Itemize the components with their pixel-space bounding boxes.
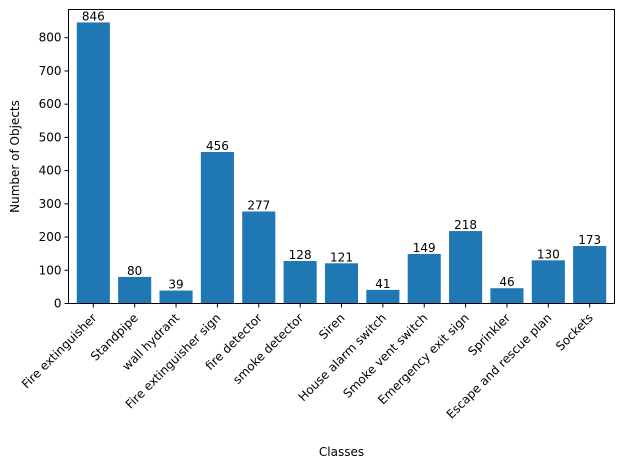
bar [449,231,483,304]
bar-value-label: 218 [454,218,477,232]
y-tick-label: 400 [39,164,62,178]
bar-value-label: 130 [537,247,560,261]
bar [76,22,110,304]
bar-value-label: 149 [413,241,436,255]
bar [159,290,193,304]
y-axis-ticks: 0 100 200 300 400 500 600 700 800 [39,31,69,311]
bar-value-label: 128 [289,248,312,262]
bar [366,289,400,304]
x-tick-label: smoke detector [230,311,306,387]
bars [76,22,607,304]
y-tick-label: 0 [54,297,62,311]
bar-value-label: 46 [499,275,514,289]
x-tick-label: Siren [316,311,348,343]
x-axis-title: Classes [319,445,364,459]
y-tick-label: 700 [39,64,62,78]
bar [118,276,152,304]
axes-frame [68,9,615,304]
x-tick-label: Fire extinguisher [19,311,100,392]
bar [242,211,276,304]
bar [490,288,524,304]
y-tick-label: 600 [39,97,62,111]
y-axis-title: Number of Objects [8,100,22,213]
bar [324,263,359,304]
x-tick-label: Sockets [553,311,596,354]
y-tick-label: 800 [39,31,62,45]
y-tick-label: 100 [39,263,62,277]
bar-value-label: 39 [168,278,183,292]
y-tick-label: 500 [39,130,62,144]
bar-value-label: 173 [578,233,601,247]
y-tick-label: 300 [39,197,62,211]
bar-value-label: 277 [247,198,270,212]
bar-value-label: 846 [82,9,105,23]
bar [573,246,607,304]
bar-value-label: 41 [375,277,390,291]
y-tick-label: 200 [39,230,62,244]
bar-value-label: 121 [330,250,353,264]
bar-value-label: 80 [127,264,142,278]
bar [407,254,441,304]
bar [200,152,234,304]
bar-value-label: 456 [206,139,229,153]
data-labels: 846 80 39 456 277 128 121 41 149 218 46 130 173 [82,9,601,291]
bar [283,260,317,304]
bar [531,260,565,304]
